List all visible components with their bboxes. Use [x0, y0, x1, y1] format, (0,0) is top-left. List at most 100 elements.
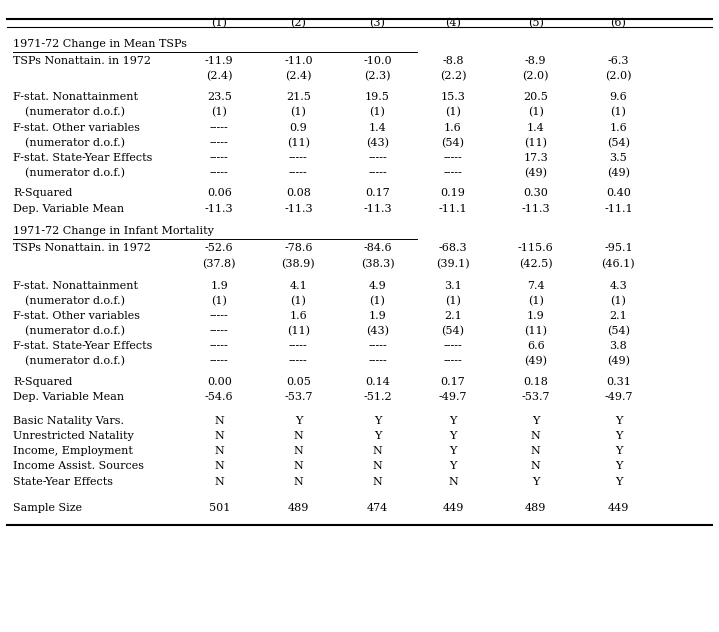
Text: (numerator d.o.f.): (numerator d.o.f.): [25, 107, 125, 118]
Text: (11): (11): [524, 138, 547, 148]
Text: 0.30: 0.30: [523, 188, 548, 198]
Text: -----: -----: [210, 123, 229, 133]
Text: -----: -----: [444, 356, 462, 367]
Text: 0.9: 0.9: [290, 123, 307, 133]
Text: (49): (49): [524, 356, 547, 367]
Text: TSPs Nonattain. in 1972: TSPs Nonattain. in 1972: [13, 243, 151, 253]
Text: (1): (1): [370, 296, 385, 306]
Text: N: N: [214, 416, 224, 426]
Text: TSPs Nonattain. in 1972: TSPs Nonattain. in 1972: [13, 56, 151, 66]
Text: -----: -----: [444, 341, 462, 351]
Text: 3.1: 3.1: [444, 281, 462, 291]
Text: (2.0): (2.0): [605, 71, 631, 81]
Text: -11.3: -11.3: [205, 204, 234, 214]
Text: 4.1: 4.1: [290, 281, 307, 291]
Text: 4.9: 4.9: [369, 281, 386, 291]
Text: 0.06: 0.06: [207, 188, 232, 198]
Text: 3.5: 3.5: [610, 153, 627, 163]
Text: 4.3: 4.3: [610, 281, 627, 291]
Text: 449: 449: [608, 503, 629, 513]
Text: -----: -----: [289, 168, 308, 178]
Text: (1): (1): [211, 107, 227, 118]
Text: 21.5: 21.5: [286, 92, 311, 102]
Text: (49): (49): [607, 356, 630, 367]
Text: 1.9: 1.9: [527, 311, 544, 321]
Text: (numerator d.o.f.): (numerator d.o.f.): [25, 356, 125, 367]
Text: (2.0): (2.0): [523, 71, 549, 81]
Text: (1): (1): [370, 107, 385, 118]
Text: 1971-72 Change in Infant Mortality: 1971-72 Change in Infant Mortality: [13, 226, 214, 236]
Text: (numerator d.o.f.): (numerator d.o.f.): [25, 296, 125, 306]
Text: 0.31: 0.31: [606, 377, 631, 387]
Text: -----: -----: [368, 168, 387, 178]
Text: Unrestricted Natality: Unrestricted Natality: [13, 431, 134, 441]
Text: (1): (1): [445, 107, 461, 118]
Text: 17.3: 17.3: [523, 153, 548, 163]
Text: (numerator d.o.f.): (numerator d.o.f.): [25, 168, 125, 178]
Text: 6.6: 6.6: [527, 341, 544, 351]
Text: 0.17: 0.17: [365, 188, 390, 198]
Text: N: N: [293, 446, 303, 456]
Text: Y: Y: [374, 431, 381, 441]
Text: N: N: [214, 446, 224, 456]
Text: 3.8: 3.8: [610, 341, 627, 351]
Text: -----: -----: [210, 153, 229, 163]
Text: 1.6: 1.6: [610, 123, 627, 133]
Text: N: N: [448, 477, 458, 487]
Text: -11.1: -11.1: [439, 204, 467, 214]
Text: (2.3): (2.3): [365, 71, 390, 81]
Text: 0.17: 0.17: [441, 377, 465, 387]
Text: F-stat. State-Year Effects: F-stat. State-Year Effects: [13, 153, 152, 163]
Text: F-stat. Other variables: F-stat. Other variables: [13, 311, 140, 321]
Text: -----: -----: [368, 356, 387, 367]
Text: (46.1): (46.1): [602, 259, 635, 269]
Text: N: N: [531, 461, 541, 471]
Text: -11.3: -11.3: [284, 204, 313, 214]
Text: Dep. Variable Mean: Dep. Variable Mean: [13, 392, 124, 402]
Text: -51.2: -51.2: [363, 392, 392, 402]
Text: -----: -----: [368, 153, 387, 163]
Text: State-Year Effects: State-Year Effects: [13, 477, 113, 487]
Text: -----: -----: [210, 341, 229, 351]
Text: Y: Y: [532, 416, 539, 426]
Text: -11.9: -11.9: [205, 56, 234, 66]
Text: F-stat. State-Year Effects: F-stat. State-Year Effects: [13, 341, 152, 351]
Text: (49): (49): [607, 168, 630, 178]
Text: N: N: [214, 431, 224, 441]
Text: 1.6: 1.6: [290, 311, 307, 321]
Text: (38.3): (38.3): [361, 259, 394, 269]
Text: Y: Y: [449, 446, 457, 456]
Text: (1): (1): [445, 296, 461, 306]
Text: -----: -----: [444, 168, 462, 178]
Text: (1): (1): [290, 296, 306, 306]
Text: 1.9: 1.9: [211, 281, 228, 291]
Text: 19.5: 19.5: [365, 92, 390, 102]
Text: 23.5: 23.5: [207, 92, 232, 102]
Text: (2.4): (2.4): [206, 71, 232, 81]
Text: (2.2): (2.2): [440, 71, 466, 81]
Text: N: N: [293, 477, 303, 487]
Text: -10.0: -10.0: [363, 56, 392, 66]
Text: Y: Y: [615, 416, 622, 426]
Text: -8.9: -8.9: [525, 56, 546, 66]
Text: -----: -----: [210, 311, 229, 321]
Text: 0.05: 0.05: [286, 377, 311, 387]
Text: (1): (1): [211, 18, 227, 28]
Text: 15.3: 15.3: [441, 92, 465, 102]
Text: -52.6: -52.6: [205, 243, 234, 253]
Text: 0.00: 0.00: [207, 377, 232, 387]
Text: Y: Y: [615, 446, 622, 456]
Text: (39.1): (39.1): [436, 259, 470, 269]
Text: 449: 449: [442, 503, 464, 513]
Text: N: N: [372, 461, 383, 471]
Text: (54): (54): [607, 326, 630, 336]
Text: 0.19: 0.19: [441, 188, 465, 198]
Text: (11): (11): [287, 326, 310, 336]
Text: 1971-72 Change in Mean TSPs: 1971-72 Change in Mean TSPs: [13, 39, 187, 49]
Text: F-stat. Nonattainment: F-stat. Nonattainment: [13, 281, 138, 291]
Text: -----: -----: [289, 153, 308, 163]
Text: 0.08: 0.08: [286, 188, 311, 198]
Text: -----: -----: [444, 153, 462, 163]
Text: F-stat. Nonattainment: F-stat. Nonattainment: [13, 92, 138, 102]
Text: -54.6: -54.6: [205, 392, 234, 402]
